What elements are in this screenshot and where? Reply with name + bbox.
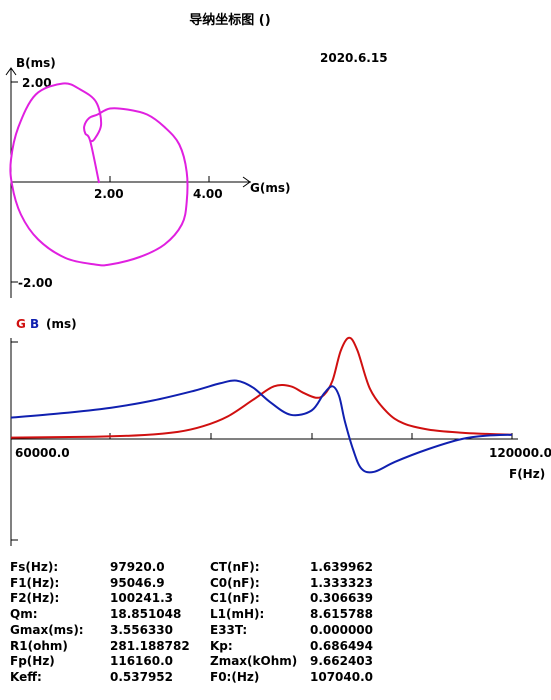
param-value: 0.306639 [310, 591, 374, 606]
frequency-plot: G B (ms) 60000.0 120000.0 F(Hz) [10, 317, 551, 546]
param-value: 0.000000 [310, 622, 374, 637]
param-label: C0(nF): [210, 575, 260, 590]
date-label: 2020.6.15 [320, 51, 388, 65]
param-value: 1.333323 [310, 575, 374, 590]
param-label: R1(ohm) [10, 638, 68, 653]
param-value: 107040.0 [310, 669, 374, 684]
param-value: 95046.9 [110, 575, 165, 590]
param-value: 9.662403 [310, 654, 374, 669]
param-label: Qm: [10, 607, 38, 622]
param-label: C1(nF): [210, 591, 260, 606]
parameter-table: Fs(Hz): 97920.0 CT(nF): 1.639962 F1(Hz): 9504… [10, 560, 550, 686]
param-value: 97920.0 [110, 560, 165, 574]
param-value: 116160.0 [110, 654, 174, 669]
g-curve [10, 336, 513, 439]
param-label: Kp: [210, 638, 233, 653]
tick-label-y-pos: 2.00 [22, 76, 52, 90]
param-label: F1(Hz): [10, 575, 60, 590]
b-curve [10, 379, 513, 474]
param-value: 8.615788 [310, 607, 374, 622]
admittance-circle [9, 82, 189, 267]
legend-g: G [16, 317, 26, 331]
b-axis-arrow [5, 67, 17, 76]
param-value: 281.188782 [110, 638, 190, 653]
admittance-plot: B(ms) G(ms) 2.00 -2.00 2.00 4.00 [5, 56, 290, 298]
param-value: 0.537952 [110, 669, 174, 684]
param-label: L1(mH): [210, 607, 265, 622]
param-value: 0.686494 [310, 638, 374, 653]
param-label: Fs(Hz): [10, 560, 59, 574]
param-value: 100241.3 [110, 591, 174, 606]
param-label: Fp(Hz) [10, 654, 55, 669]
freq-start-label: 60000.0 [15, 446, 70, 460]
param-label: F2(Hz): [10, 591, 60, 606]
param-label: F0:(Hz) [210, 669, 260, 684]
param-value: 1.639962 [310, 560, 374, 574]
freq-end-label: 120000.0 [489, 446, 551, 460]
param-value: 3.556330 [110, 622, 174, 637]
legend-b: B [30, 317, 39, 331]
param-label: E33T: [210, 622, 248, 637]
x-axis-label: G(ms) [250, 181, 290, 195]
tick-label-x1: 2.00 [94, 187, 124, 201]
param-label: CT(nF): [210, 560, 260, 574]
tick-label-x2: 4.00 [193, 187, 223, 201]
page-title: 导纳坐标图 () [189, 13, 271, 28]
tick-label-y-neg: -2.00 [18, 276, 53, 290]
g-axis-arrow [242, 176, 251, 188]
legend-unit: (ms) [46, 317, 77, 331]
y-axis-label: B(ms) [16, 56, 56, 70]
param-label: Gmax(ms): [10, 622, 84, 637]
freq-axis-label: F(Hz) [509, 467, 545, 481]
param-label: Zmax(kOhm) [210, 654, 298, 669]
param-label: Keff: [10, 669, 42, 684]
param-value: 18.851048 [110, 607, 182, 622]
